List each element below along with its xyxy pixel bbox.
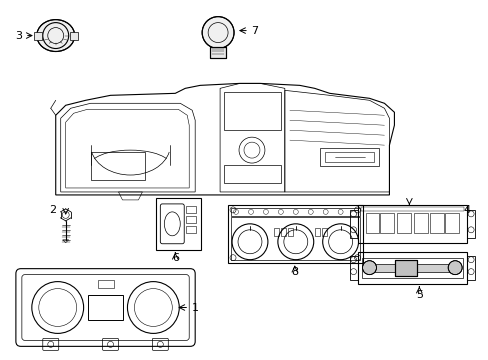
Circle shape [202, 17, 234, 49]
Circle shape [447, 261, 461, 275]
Bar [186, 216, 196, 223]
Bar [69, 32, 78, 40]
Text: 7: 7 [251, 26, 258, 36]
Bar [156, 198, 201, 250]
Bar [210, 46, 225, 58]
Text: 2: 2 [49, 205, 56, 215]
Text: 8: 8 [291, 267, 298, 276]
Bar [230, 208, 359, 216]
Bar [397, 213, 410, 233]
Bar [34, 32, 41, 40]
Text: 6: 6 [171, 253, 179, 263]
Bar [357, 252, 466, 284]
Bar [210, 46, 225, 58]
Bar [314, 228, 319, 236]
Bar [365, 213, 379, 233]
Bar [357, 205, 466, 243]
Bar [287, 228, 292, 236]
Bar [227, 205, 362, 263]
Bar [429, 213, 443, 233]
Bar [324, 152, 374, 162]
Bar [186, 226, 196, 233]
Bar [380, 213, 394, 233]
Bar [90, 152, 145, 180]
Bar [224, 92, 280, 130]
Bar [349, 256, 357, 280]
Bar [273, 228, 278, 236]
Bar [413, 213, 427, 233]
Bar [361, 258, 462, 278]
Bar [395, 260, 416, 276]
Ellipse shape [37, 20, 75, 51]
Bar [321, 228, 326, 236]
Bar [98, 280, 113, 288]
Bar [319, 148, 379, 166]
Text: 5: 5 [415, 289, 422, 300]
Bar [444, 213, 458, 233]
Bar [395, 260, 416, 276]
Bar [224, 165, 280, 183]
Bar [466, 256, 474, 280]
Text: 1: 1 [191, 302, 198, 312]
Text: 4: 4 [463, 205, 470, 215]
Circle shape [362, 261, 376, 275]
Bar [87, 294, 123, 320]
Bar [280, 228, 285, 236]
Bar [349, 210, 357, 238]
Bar [360, 207, 463, 211]
Bar [365, 264, 458, 272]
Bar [466, 210, 474, 238]
Bar [186, 206, 196, 213]
Bar [230, 217, 359, 260]
Text: 3: 3 [15, 31, 22, 41]
